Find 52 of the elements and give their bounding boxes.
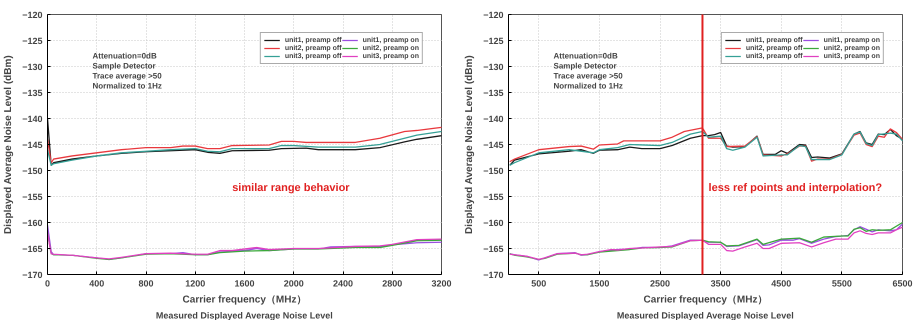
x-tick-label: 6500 — [892, 278, 913, 288]
x-tick-label: 3200 — [431, 278, 452, 288]
x-tick-label: 3500 — [710, 278, 731, 288]
x-axis-title: Carrier frequency（MHz） — [182, 294, 306, 306]
annotation: Normalized to 1Hz — [92, 82, 162, 90]
y-tick-label: −160 — [22, 218, 43, 228]
x-tick-label: 4500 — [771, 278, 792, 288]
y-tick-label: −120 — [22, 10, 43, 20]
y-tick-label: −135 — [22, 88, 43, 98]
y-tick-label: −155 — [22, 192, 43, 202]
x-tick-label: 5500 — [832, 278, 852, 288]
x-tick-label: 1500 — [589, 278, 610, 288]
y-tick-label: −165 — [483, 244, 504, 254]
y-tick-label: −145 — [483, 140, 504, 150]
y-tick-label: −130 — [22, 62, 43, 72]
x-tick-label: 0 — [44, 278, 50, 288]
annotation: Trace average >50 — [92, 72, 162, 80]
annotation: Attenuation=0dB — [554, 52, 618, 60]
y-tick-label: −155 — [483, 192, 504, 202]
y-tick-label: −160 — [483, 218, 504, 228]
y-tick-label: −140 — [483, 114, 504, 124]
y-tick-label: −145 — [22, 140, 43, 150]
y-tick-label: −125 — [483, 36, 504, 46]
y-axis-title: Displayed Average Noise Level (dBm) — [3, 55, 14, 234]
x-tick-label: 2800 — [382, 278, 402, 288]
annotation: similar range behavior — [232, 182, 350, 194]
y-tick-label: −120 — [483, 10, 504, 20]
y-tick-label: −150 — [22, 166, 43, 176]
y-tick-label: −170 — [483, 270, 504, 280]
y-tick-label: −125 — [22, 36, 43, 46]
annotation: less ref points and interpolation? — [708, 182, 882, 194]
annotation: Sample Detector — [92, 62, 156, 70]
y-tick-label: −135 — [483, 88, 504, 98]
x-tick-label: 1600 — [234, 278, 255, 288]
x-tick-label: 400 — [89, 278, 104, 288]
x-tick-label: 2500 — [650, 278, 670, 288]
y-tick-label: −165 — [22, 244, 43, 254]
x-tick-label: 500 — [531, 278, 546, 288]
x-tick-label: 2400 — [332, 278, 354, 288]
x-tick-label: 1200 — [185, 278, 206, 288]
x-tick-label: 2000 — [284, 278, 304, 288]
annotation: Sample Detector — [554, 62, 617, 70]
y-tick-label: −150 — [483, 166, 504, 176]
x-axis-title: Carrier frequency（MHz） — [644, 294, 768, 306]
y-tick-label: −170 — [22, 270, 43, 280]
annotation: Normalized to 1Hz — [554, 82, 623, 90]
annotation: Attenuation=0dB — [92, 52, 157, 60]
x-tick-label: 800 — [138, 278, 154, 288]
y-axis-title: Displayed Average Noise Level (dBm) — [464, 55, 476, 234]
annotation: Trace average >50 — [554, 72, 624, 80]
y-tick-label: −130 — [483, 62, 504, 72]
y-tick-label: −140 — [22, 114, 43, 124]
